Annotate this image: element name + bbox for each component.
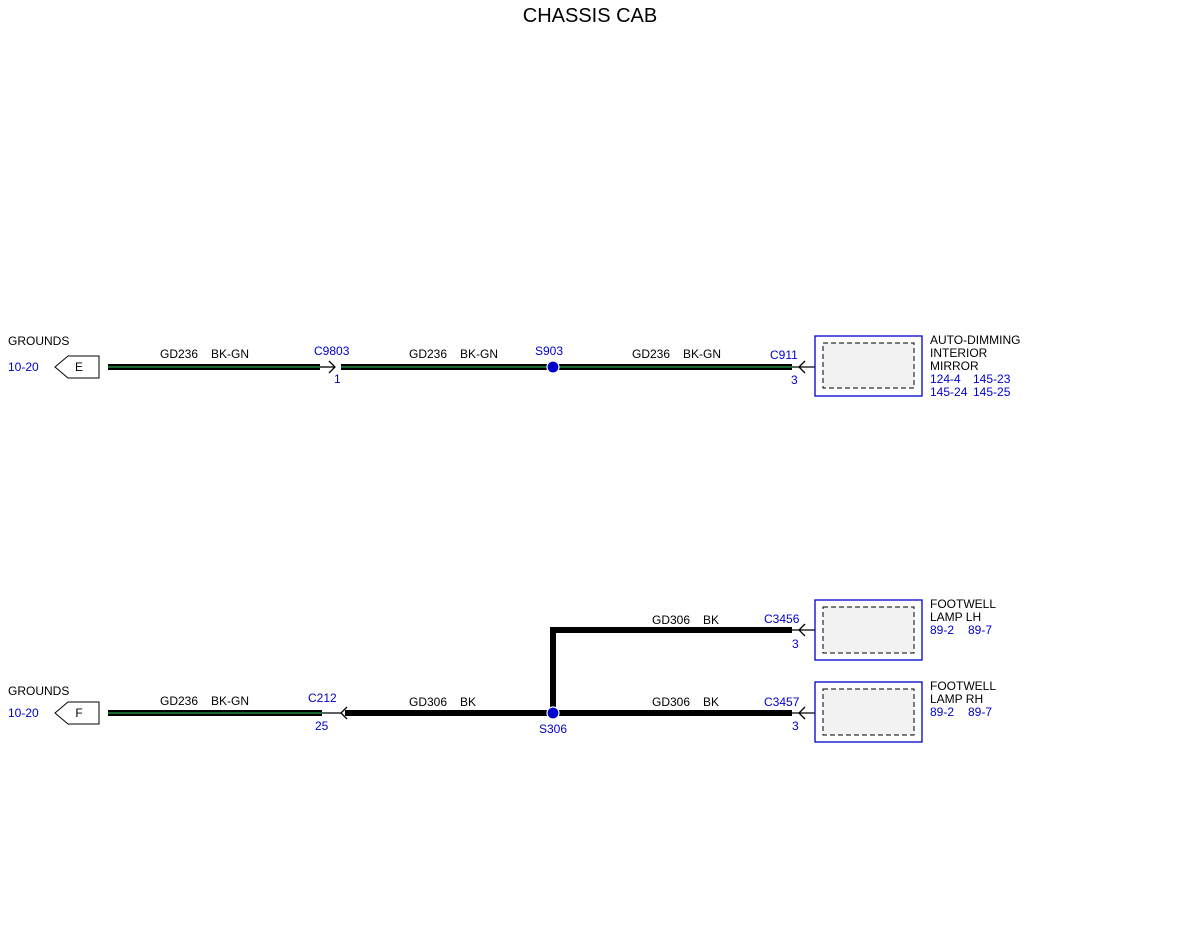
component-rh-ref-1[interactable]: 89-2: [930, 705, 954, 719]
ground-letter-f: F: [75, 706, 82, 720]
wire-e-2-color: BK-GN: [460, 347, 498, 361]
splice-s903-dot[interactable]: [546, 360, 560, 374]
wire-e-1-color: BK-GN: [211, 347, 249, 361]
connector-c212-symbol: [322, 706, 348, 720]
ground-label-e: GROUNDS: [8, 334, 69, 348]
connector-c212-pin: 25: [315, 719, 329, 733]
connector-c911-id[interactable]: C911: [770, 348, 798, 362]
wire-f-1-color: BK-GN: [211, 694, 249, 708]
wire-f-lh-circuit: GD306: [652, 613, 690, 627]
wire-e-2-circuit: GD236: [409, 347, 447, 361]
connector-c3457-pin: 3: [792, 719, 799, 733]
component-mirror-name-1: AUTO-DIMMING: [930, 333, 1020, 347]
wire-f-lh-color: BK: [703, 613, 719, 627]
wire-f-1-circuit: GD236: [160, 694, 198, 708]
component-mirror-ref-3[interactable]: 145-24: [930, 385, 968, 399]
wire-f-2-color: BK: [460, 695, 476, 709]
splice-s903-id[interactable]: S903: [535, 344, 563, 358]
wire-f-segment-lh: [550, 627, 792, 713]
connector-c3456-pin: 3: [792, 637, 799, 651]
ground-ref-e[interactable]: 10-20: [8, 360, 39, 374]
component-rh-name-1: FOOTWELL: [930, 679, 996, 693]
ground-label-f: GROUNDS: [8, 684, 69, 698]
component-auto-dimming-mirror[interactable]: [814, 335, 923, 397]
ground-letter-e: E: [75, 360, 83, 374]
splice-s306-dot[interactable]: [546, 706, 560, 720]
component-mirror-name-2: INTERIOR: [930, 346, 988, 360]
diagram-title: CHASSIS CAB: [523, 5, 657, 27]
component-mirror-ref-2[interactable]: 145-23: [973, 372, 1011, 386]
component-rh-ref-2[interactable]: 89-7: [968, 705, 992, 719]
component-rh-name-2: LAMP RH: [930, 692, 983, 706]
connector-c212-id[interactable]: C212: [308, 691, 337, 705]
component-lh-name-2: LAMP LH: [930, 610, 981, 624]
wire-e-1-circuit: GD236: [160, 347, 198, 361]
component-lh-name-1: FOOTWELL: [930, 597, 996, 611]
ground-flag-f: [54, 701, 100, 725]
connector-c3456-id[interactable]: C3456: [764, 612, 800, 626]
component-mirror-ref-4[interactable]: 145-25: [973, 385, 1011, 399]
connector-c9803-id[interactable]: C9803: [314, 344, 350, 358]
component-footwell-lamp-lh[interactable]: [814, 599, 923, 661]
connector-c9803-symbol: [320, 360, 336, 374]
component-lh-ref-2[interactable]: 89-7: [968, 623, 992, 637]
wire-f-rh-circuit: GD306: [652, 695, 690, 709]
component-mirror-name-3: MIRROR: [930, 359, 979, 373]
circuit-f: GROUNDS 10-20 F GD236 BK-GN C212 25 GD30…: [8, 597, 996, 743]
connector-c9803-pin: 1: [334, 372, 341, 386]
ground-ref-f[interactable]: 10-20: [8, 706, 39, 720]
wire-f-rh-color: BK: [703, 695, 719, 709]
component-footwell-lamp-rh[interactable]: [814, 681, 923, 743]
connector-c911-pin: 3: [791, 373, 798, 387]
circuit-e: GROUNDS 10-20 E GD236 BK-GN C9803 1 GD23…: [8, 333, 1020, 399]
wire-e-3-circuit: GD236: [632, 347, 670, 361]
splice-s306-id[interactable]: S306: [539, 722, 567, 736]
ground-flag-e: [54, 355, 100, 379]
connector-c3457-id[interactable]: C3457: [764, 695, 800, 709]
component-mirror-ref-1[interactable]: 124-4: [930, 372, 961, 386]
wire-f-2-circuit: GD306: [409, 695, 447, 709]
wire-e-3-color: BK-GN: [683, 347, 721, 361]
component-lh-ref-1[interactable]: 89-2: [930, 623, 954, 637]
